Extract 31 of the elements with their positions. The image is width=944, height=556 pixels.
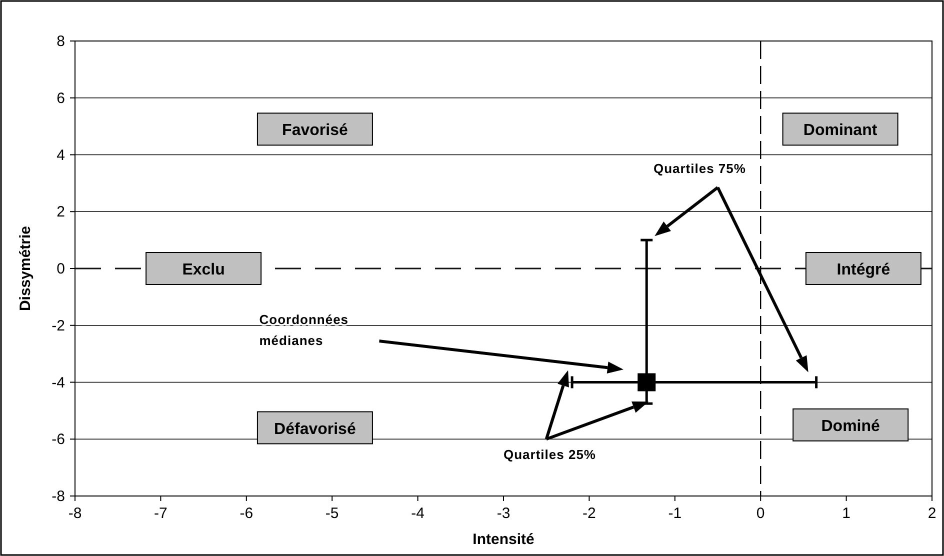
annotation: Dominé — [821, 418, 880, 435]
y-tick-label: 8 — [56, 33, 65, 50]
y-tick-label: 4 — [56, 146, 65, 164]
x-tick-label: 1 — [842, 505, 850, 522]
annotation: Favorisé — [282, 122, 348, 140]
x-tick-label: -8 — [68, 505, 82, 522]
x-tick-label: -3 — [496, 505, 510, 522]
y-tick-label: 2 — [56, 204, 65, 221]
annotation: Quartiles 75% — [653, 161, 746, 176]
x-axis-title: Intensité — [472, 531, 534, 548]
y-tick-label: 6 — [56, 90, 65, 107]
y-tick-label: -6 — [52, 431, 65, 448]
annotation: Coordonnées médianes — [259, 312, 349, 348]
x-tick-label: -4 — [411, 505, 424, 522]
y-tick-label: -4 — [52, 374, 65, 392]
y-tick-label: -8 — [52, 488, 65, 505]
x-tick-label: 2 — [928, 505, 936, 522]
annotation: Quartiles 25% — [504, 447, 596, 462]
x-tick-label: -1 — [668, 505, 682, 522]
annotation: Défavorisé — [274, 420, 356, 438]
x-tick-label: -7 — [154, 505, 168, 522]
y-tick-label: -2 — [52, 317, 65, 334]
y-tick-label: 0 — [56, 260, 65, 278]
annotation: Dominant — [803, 122, 878, 140]
x-tick-label: -6 — [240, 505, 254, 522]
annotation: Exclu — [182, 262, 225, 278]
x-tick-label: -2 — [582, 505, 596, 522]
annotation: Intégré — [836, 262, 890, 278]
x-tick-label: -5 — [325, 505, 339, 522]
x-tick-label: 0 — [756, 505, 765, 522]
y-axis-title: Dissymétrie — [17, 226, 34, 312]
